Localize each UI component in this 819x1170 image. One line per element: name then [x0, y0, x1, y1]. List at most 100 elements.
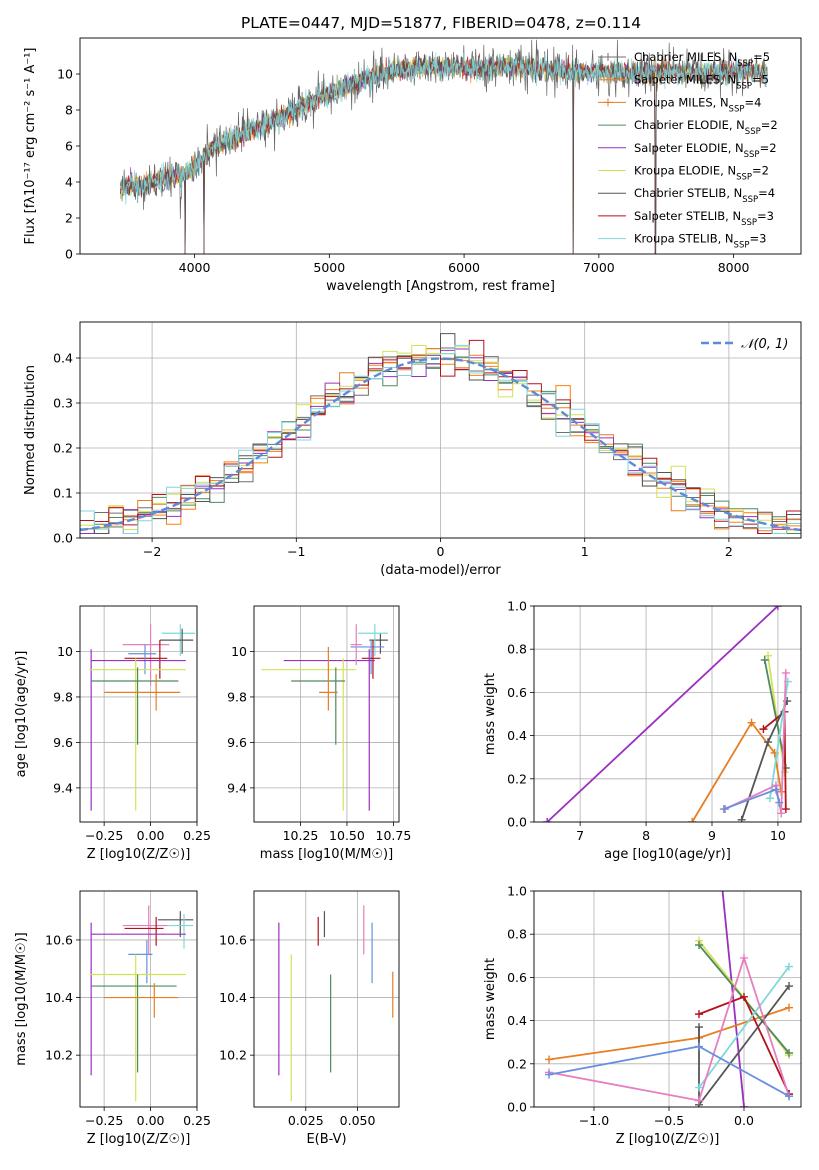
x-tick-label: 2: [725, 544, 733, 559]
x-tick-label: 7000: [583, 260, 615, 275]
x-tick-label: 10.25: [283, 828, 319, 843]
x-tick-label: −1.0: [579, 1113, 609, 1128]
y-tick-label: 6: [65, 139, 73, 154]
x-axis-label: Z [log10(Z/Z☉)]: [87, 1132, 191, 1147]
legend-label: Salpeter ELODIE, NSSP=2: [634, 141, 777, 160]
y-tick-label: 0.4: [507, 1013, 527, 1028]
y-tick-label: 0.1: [53, 486, 73, 501]
y-axis-label: age [log10(age/yr)]: [14, 651, 29, 778]
y-tick-label: 9.8: [53, 689, 73, 704]
y-tick-label: 10.2: [45, 1048, 73, 1063]
weight-marker: [747, 718, 756, 727]
weight-marker: [695, 1083, 703, 1092]
weight-marker: [545, 1070, 553, 1079]
y-tick-label: 0.0: [53, 531, 73, 546]
y-tick-label: 9.4: [53, 780, 73, 795]
y-tick-label: 9.4: [227, 780, 247, 795]
plot-area: [261, 624, 388, 811]
legend-label: Chabrier ELODIE, NSSP=2: [634, 118, 778, 137]
y-tick-label: 2: [65, 211, 73, 226]
x-tick-label: 0: [437, 544, 445, 559]
y-axis-label: Normed distribution: [23, 365, 38, 495]
weight-marker: [785, 1092, 793, 1101]
y-tick-label: 0.4: [53, 351, 73, 366]
weight-marker: [740, 953, 748, 962]
legend-label: 𝒩(0, 1): [741, 337, 788, 352]
weight-marker: [543, 818, 552, 822]
axes-frame: [253, 890, 400, 1108]
x-tick-label: 0.25: [183, 828, 211, 843]
weight-marker: [771, 785, 780, 794]
weight-line: [698, 966, 790, 1089]
y-tick-label: 0.2: [507, 771, 527, 786]
weight-marker: [775, 798, 784, 807]
weight-marker: [718, 876, 726, 884]
weight-marker: [777, 809, 786, 818]
y-tick-label: 0.8: [507, 927, 527, 942]
weight-marker: [740, 992, 748, 1001]
y-tick-label: 0.2: [53, 441, 73, 456]
weight-marker: [695, 941, 703, 949]
y-tick-label: 0.6: [507, 685, 527, 700]
y-tick-label: 10: [231, 644, 247, 659]
plot-area: [545, 876, 793, 1107]
weight-line: [548, 955, 790, 1102]
legend-marker: [604, 98, 612, 107]
axes-frame: [533, 605, 802, 823]
weight-marker: [781, 668, 790, 677]
y-tick-label: 0.6: [507, 970, 527, 985]
panel-residuals: −2 −1 0 1 2 0.0 0.1 0.2 0.3 0.4 (data-model)/error…: [23, 321, 802, 578]
x-axis-label: (data-model)/error: [380, 563, 501, 578]
x-tick-label: 5000: [313, 260, 345, 275]
page-title: PLATE=0447, MJD=51877, FIBERID=0478, z=0…: [241, 14, 641, 32]
weight-marker: [773, 606, 782, 610]
x-tick-label: −0.25: [85, 828, 123, 843]
plot-area: [120, 39, 768, 254]
y-axis-label: mass weight: [483, 958, 498, 1040]
weight-line: [546, 606, 779, 822]
x-tick-label: 4000: [179, 260, 211, 275]
x-axis-label: mass [log10(M/M☉)]: [260, 847, 393, 862]
weight-marker: [719, 805, 728, 814]
weight-marker: [764, 738, 773, 747]
axes-frame: [79, 605, 198, 823]
y-tick-label: 0.4: [507, 728, 527, 743]
weight-line: [767, 655, 786, 773]
weight-marker: [695, 1010, 703, 1019]
plot-area: [278, 905, 394, 1102]
x-tick-label: −0.5: [654, 1113, 684, 1128]
gaussian-curve: [80, 357, 801, 532]
weight-marker: [766, 794, 775, 803]
y-tick-label: 10.4: [219, 990, 247, 1005]
panel-Z-mass: −0.25 0.00 0.25 10.2 10.4 10.6 Z [log10(Z/Z☉)]…: [14, 890, 211, 1147]
histogram-step: [80, 344, 801, 538]
x-tick-label: 0.050: [340, 1113, 376, 1128]
y-tick-label: 0.8: [507, 642, 527, 657]
axes-frame: [533, 890, 802, 1108]
x-tick-label: 9: [708, 828, 716, 843]
panel-mass-age: 10.25 10.50 10.75 9.4 9.6 9.8 10 mass [log10(M/…: [227, 605, 411, 862]
weight-marker: [785, 1049, 793, 1057]
weight-marker: [695, 1096, 703, 1105]
y-tick-label: 10.4: [45, 990, 73, 1005]
y-axis-label: mass weight: [483, 673, 498, 755]
weight-marker: [764, 651, 773, 660]
legend-label: Kroupa STELIB, NSSP=3: [634, 232, 766, 251]
y-axis-label: mass [log10(M/M☉)]: [14, 932, 29, 1065]
y-tick-label: 10.2: [219, 1048, 247, 1063]
x-tick-label: −0.25: [85, 1113, 123, 1128]
y-tick-label: 9.6: [53, 735, 73, 750]
weight-marker: [759, 725, 768, 734]
x-tick-label: 8: [642, 828, 650, 843]
weight-marker: [785, 982, 793, 991]
x-tick-label: 6000: [448, 260, 480, 275]
y-tick-label: 9.8: [227, 689, 247, 704]
weight-marker: [688, 818, 697, 822]
panel-ebv-mass: 0.025 0.050 10.2 10.4 10.6 E(B-V): [219, 890, 400, 1147]
y-tick-label: 0.2: [507, 1056, 527, 1071]
x-axis-label: wavelength [Angstrom, rest frame]: [326, 279, 555, 294]
weight-marker: [785, 1003, 793, 1012]
y-tick-label: 4: [65, 175, 73, 190]
plot-area: [89, 905, 194, 1102]
